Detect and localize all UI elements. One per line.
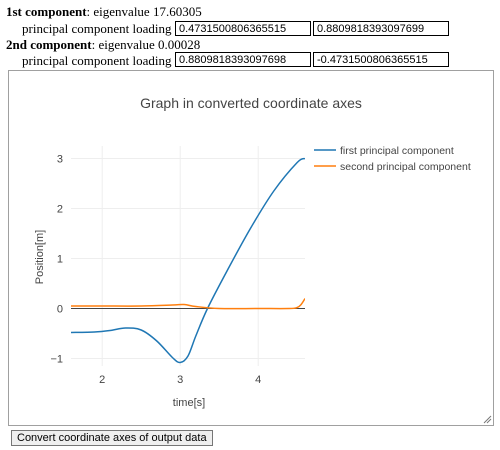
y-tick-label: 3 (57, 154, 63, 166)
x-axis-label: time[s] (173, 397, 205, 409)
convert-axes-button[interactable]: Convert coordinate axes of output data (11, 430, 213, 446)
y-tick-label: 1 (57, 254, 63, 266)
component-2-loading-field-1[interactable]: 0.8809818393097698 (175, 52, 311, 67)
x-tick-label: 3 (177, 374, 183, 386)
chart-title: Graph in converted coordinate axes (140, 95, 362, 111)
y-axis-label: Position[m] (34, 230, 46, 284)
axis-ticks: 2 3 4 −1 0 1 2 3 (50, 154, 261, 387)
resize-grip-icon[interactable] (482, 414, 492, 424)
legend: first principal component second principa… (314, 145, 471, 173)
component-2-heading: 2nd component: eigenvalue 0.00028 (6, 37, 200, 53)
y-tick-label: 0 (57, 304, 63, 316)
component-1-loading-field-1[interactable]: 0.4731500806365515 (175, 21, 311, 36)
chart: Graph in converted coordinate axes 2 3 4 −1… (34, 95, 471, 409)
plot-container[interactable]: Graph in converted coordinate axes 2 3 4 −1… (8, 70, 494, 426)
component-2-title: 2nd component (6, 37, 92, 52)
component-2-eigenvalue: : eigenvalue 0.00028 (91, 37, 201, 52)
y-tick-label: −1 (50, 354, 63, 366)
component-2-loading-field-2[interactable]: -0.4731500806365515 (313, 52, 449, 67)
component-1-eigenvalue: : eigenvalue 17.60305 (86, 4, 202, 19)
legend-label-2: second principal component (340, 161, 471, 173)
component-1-heading: 1st component: eigenvalue 17.60305 (6, 4, 202, 20)
y-tick-label: 2 (57, 204, 63, 216)
series-group (71, 157, 305, 364)
series-line-1 (71, 157, 305, 364)
legend-label-1: first principal component (340, 145, 454, 157)
chart-grid (71, 146, 305, 366)
component-1-loading-label: principal component loading (22, 21, 172, 36)
x-tick-label: 4 (255, 374, 261, 386)
x-tick-label: 2 (99, 374, 105, 386)
component-1-loading-field-2[interactable]: 0.8809818393097699 (313, 21, 449, 36)
series-line-2 (71, 298, 305, 310)
component-2-loading-label: principal component loading (22, 53, 172, 68)
component-1-title: 1st component (6, 4, 87, 19)
